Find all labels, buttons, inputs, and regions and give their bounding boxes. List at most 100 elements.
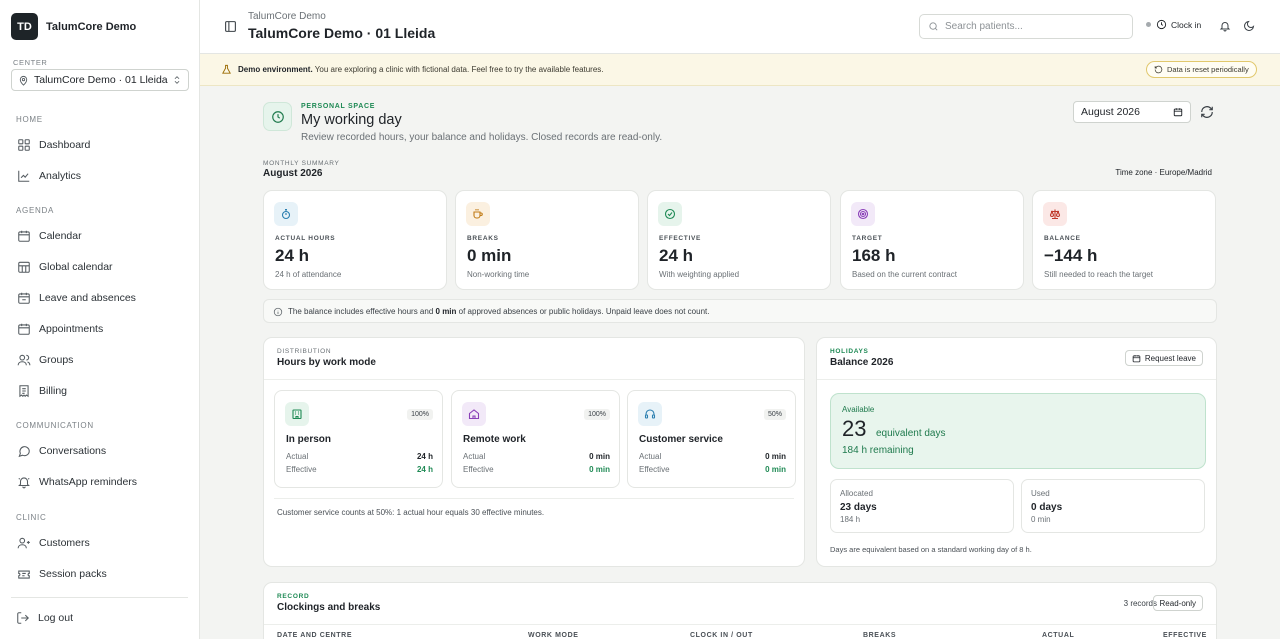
data-reset-label: Data is reset periodically	[1167, 65, 1249, 74]
stat-icon-badge	[658, 202, 682, 226]
stat-card-balance: BALANCE −144 h Still needed to reach the…	[1032, 190, 1216, 290]
sidebar-item-global-calendar[interactable]: Global calendar	[17, 259, 113, 275]
reset-icon	[1154, 65, 1163, 74]
request-leave-button[interactable]: Request leave	[1124, 350, 1203, 366]
stat-value: 0 min	[467, 246, 512, 265]
brand[interactable]: TD TalumCore Demo	[11, 13, 136, 40]
building-icon	[292, 409, 302, 420]
bell-ring-icon	[18, 477, 30, 489]
chevron-updown-icon	[174, 76, 180, 84]
logout-button[interactable]: Log out	[16, 610, 73, 626]
logout-label: Log out	[38, 612, 74, 624]
grid-calendar-icon	[18, 261, 30, 273]
nav-section-agenda: AGENDA	[16, 206, 54, 215]
stat-card-effective: EFFECTIVE 24 h With weighting applied	[647, 190, 831, 290]
sidebar-divider	[11, 597, 188, 598]
balance-note-text: The balance includes effective hours and…	[288, 307, 709, 316]
mode-effective-value: 24 h	[416, 465, 433, 474]
brand-name: TalumCore Demo	[46, 20, 137, 33]
mode-actual-label: Actual	[639, 452, 662, 461]
stat-value: 24 h	[275, 246, 310, 265]
column-header-clock[interactable]: CLOCK IN / OUT	[690, 632, 753, 639]
clock-icon	[1156, 19, 1167, 30]
nav-section-home: HOME	[16, 115, 43, 124]
sidebar-item-leave[interactable]: Leave and absences	[17, 290, 136, 306]
sidebar-item-dashboard[interactable]: Dashboard	[17, 137, 90, 153]
refresh-icon[interactable]	[1200, 105, 1214, 119]
sidebar-item-whatsapp-reminders[interactable]: WhatsApp reminders	[17, 474, 137, 490]
balance-note-suffix: of approved absences or public holidays.…	[456, 307, 710, 316]
allocated-label: Allocated	[840, 489, 873, 498]
sidebar-item-label: Customers	[39, 537, 90, 549]
sidebar-item-conversations[interactable]: Conversations	[17, 443, 106, 459]
dark-mode-moon-icon[interactable]	[1243, 20, 1255, 32]
sidebar-item-label: Analytics	[39, 170, 82, 182]
center-select[interactable]: TalumCore Demo · 01 Lleida	[11, 69, 189, 91]
sidebar-item-calendar[interactable]: Calendar	[17, 228, 82, 244]
search-input[interactable]	[945, 21, 1115, 32]
mode-name: Remote work	[463, 434, 526, 445]
stat-icon-badge	[851, 202, 875, 226]
clinic-subtitle: TalumCore Demo	[248, 11, 326, 22]
chart-icon	[18, 170, 30, 182]
center-select-value: TalumCore Demo · 01 Lleida	[34, 74, 168, 86]
balance-note-bold: 0 min	[435, 307, 457, 316]
column-header-work-mode[interactable]: WORK MODE	[528, 632, 579, 639]
mode-actual-value: 0 min	[765, 452, 786, 461]
mode-actual-label: Actual	[286, 452, 309, 461]
mode-effective-row: Effective 24 h	[286, 465, 433, 474]
sidebar-item-groups[interactable]: Groups	[17, 352, 73, 368]
stat-card-actual-hours: ACTUAL HOURS 24 h 24 h of attendance	[263, 190, 447, 290]
sidebar-item-appointments[interactable]: Appointments	[17, 321, 103, 337]
allocated-days: 23 days	[840, 502, 877, 513]
record-title: Clockings and breaks	[277, 602, 381, 613]
timezone-label: Time zone · Europe/Madrid	[1115, 168, 1212, 177]
sidebar-item-customers[interactable]: Customers	[17, 535, 90, 551]
clock-icon	[271, 110, 284, 123]
available-days-value: 23	[842, 416, 867, 441]
stat-icon-badge	[1043, 202, 1067, 226]
month-picker[interactable]: August 2026	[1073, 101, 1191, 123]
sidebar-item-session-packs[interactable]: Session packs	[17, 566, 107, 582]
stat-value: 168 h	[852, 246, 896, 265]
distribution-panel: DISTRIBUTION Hours by work mode 100% In …	[263, 337, 805, 567]
column-header-actual[interactable]: ACTUAL	[1042, 632, 1075, 639]
stat-label: BALANCE	[1044, 235, 1081, 242]
stat-note: Non-working time	[467, 270, 530, 279]
column-header-breaks[interactable]: BREAKS	[863, 632, 897, 639]
demo-banner-bold: Demo environment.	[238, 65, 313, 74]
column-header-effective[interactable]: EFFECTIVE	[1163, 632, 1207, 639]
sidebar-item-label: Groups	[39, 354, 74, 366]
holidays-footnote: Days are equivalent based on a standard …	[830, 545, 1032, 554]
personal-space-title: My working day	[301, 112, 402, 128]
distribution-label: DISTRIBUTION	[277, 348, 332, 355]
sidebar-item-analytics[interactable]: Analytics	[17, 168, 81, 184]
sidebar-item-billing[interactable]: Billing	[17, 383, 67, 399]
mode-effective-value: 0 min	[765, 465, 786, 474]
mode-card-remote-work: 100% Remote work Actual 0 min Effective 0 …	[451, 390, 620, 488]
record-count: 3 records	[1123, 599, 1157, 608]
stat-note: With weighting applied	[659, 270, 740, 279]
clock-status-dot	[1146, 22, 1151, 27]
sidebar-toggle-icon[interactable]	[224, 20, 237, 33]
stat-value: −144 h	[1044, 246, 1098, 265]
nav-section-communication: COMMUNICATION	[16, 421, 94, 430]
mode-percentage: 100%	[584, 409, 610, 420]
mode-percentage: 100%	[407, 409, 433, 420]
holidays-panel: HOLIDAYS Balance 2026 Request leave Avai…	[816, 337, 1217, 567]
mode-effective-label: Effective	[463, 465, 494, 474]
balance-note-prefix: The balance includes effective hours and	[288, 307, 436, 316]
clock-in-button[interactable]: Clock in	[1146, 19, 1201, 30]
mode-actual-label: Actual	[463, 452, 486, 461]
column-header-date[interactable]: DATE AND CENTRE	[277, 632, 353, 639]
calendar-icon	[1173, 108, 1183, 117]
notifications-bell-icon[interactable]	[1219, 20, 1231, 32]
receipt-icon	[19, 385, 29, 398]
demo-banner-message: Demo environment. You are exploring a cl…	[238, 65, 604, 74]
mode-icon-badge	[285, 402, 309, 426]
mode-actual-row: Actual 0 min	[463, 452, 610, 461]
mode-effective-row: Effective 0 min	[463, 465, 610, 474]
search-box[interactable]	[919, 14, 1133, 39]
mode-percentage: 50%	[763, 409, 786, 420]
sidebar-item-label: Conversations	[39, 445, 107, 457]
